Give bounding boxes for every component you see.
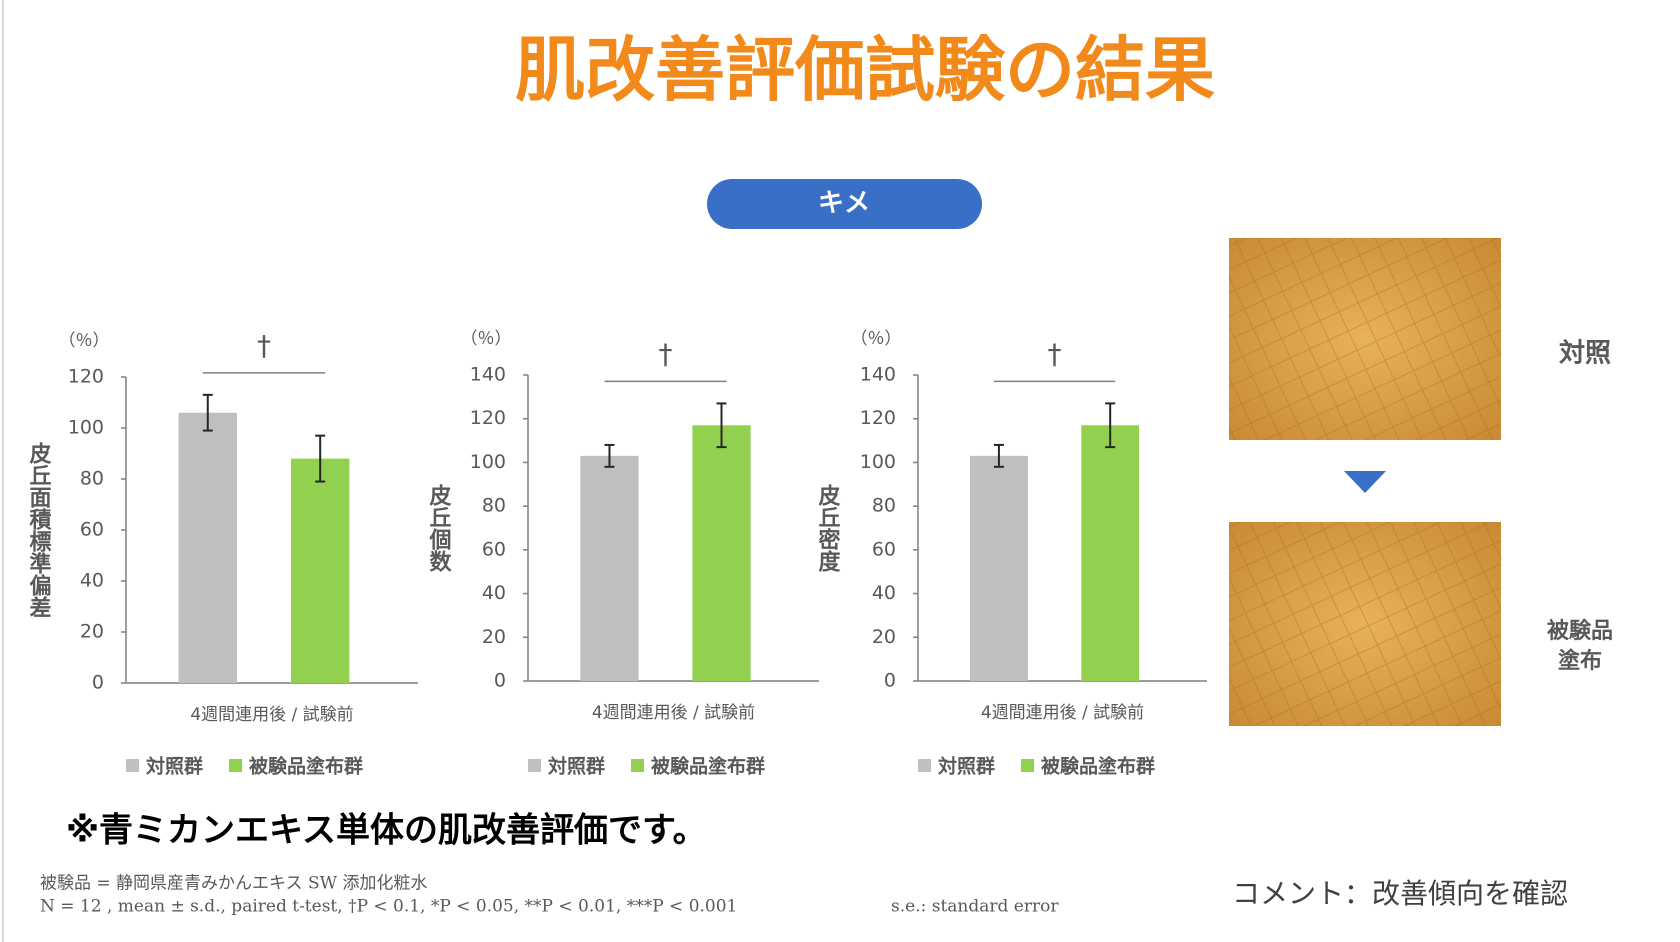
legend-label: 被験品塗布群 [1041,755,1155,778]
image-label: 被験品 [1547,619,1613,644]
y-tick-label: 40 [80,570,104,592]
bar [178,412,237,683]
legend-label: 対照群 [145,755,203,778]
y-tick-label: 80 [482,495,506,517]
slide-title: 肌改善評価試験の結果 [515,29,1215,111]
y-tick-label: 20 [80,621,104,643]
legend-swatch [1021,759,1035,772]
footnote: N = 12 , mean ± s.d., paired t-test, †P … [40,897,737,917]
legend-swatch [229,759,243,772]
y-tick-label: 140 [470,364,506,386]
bar [970,455,1028,681]
y-tick-label: 40 [872,582,896,604]
y-unit: （％） [59,331,110,351]
image-label: 対照 [1559,339,1611,369]
arrow [1344,471,1386,493]
comment: コメント：改善傾向を確認 [1232,877,1568,910]
y-tick-label: 0 [92,672,104,694]
footnote: s.e.: standard error [891,897,1059,917]
bar [580,455,639,681]
x-tick-label: 4週間連用後 / 試験前 [981,703,1144,723]
y-tick-label: 140 [860,364,896,386]
y-unit: （％） [851,329,902,349]
y-tick-label: 120 [860,407,896,429]
image-label: 塗布 [1558,648,1602,674]
y-tick-label: 20 [872,626,896,648]
bar [1081,425,1140,681]
skin-texture [1229,238,1501,440]
y-tick-label: 80 [80,468,104,490]
legend-swatch [631,759,645,772]
y-tick-label: 120 [470,407,506,429]
bar [692,425,751,681]
footnote: 被験品 = 静岡県産青みかんエキス SW 添加化粧水 [40,874,427,894]
y-tick-label: 20 [482,626,506,648]
y-axis-label: 皮丘密度 [815,483,841,573]
legend-label: 対照群 [547,755,605,778]
section-pill [707,179,982,229]
y-tick-label: 0 [884,670,896,692]
significance-mark: † [257,329,271,362]
x-tick-label: 4週間連用後 / 試験前 [592,703,755,723]
y-tick-label: 40 [482,582,506,604]
y-axis-label: 皮丘面積標準偏差 [26,441,52,618]
x-tick-label: 4週間連用後 / 試験前 [190,705,353,725]
legend-swatch [126,759,139,772]
significance-mark: † [1048,337,1062,370]
skin-texture [1229,522,1501,726]
legend-label: 被験品塗布群 [651,755,765,778]
y-tick-label: 120 [68,366,104,388]
y-tick-label: 100 [470,451,506,473]
y-tick-label: 100 [68,417,104,439]
legend-swatch [918,759,931,772]
legend-swatch [528,759,541,772]
y-tick-label: 80 [872,495,896,517]
bar [290,458,350,683]
y-tick-label: 60 [482,538,506,560]
y-tick-label: 0 [494,670,506,692]
y-unit: （％） [461,329,512,349]
y-tick-label: 60 [872,538,896,560]
significance-mark: † [658,337,672,370]
legend-label: 被験品塗布群 [249,755,363,778]
y-tick-label: 100 [860,451,896,473]
legend-label: 対照群 [937,755,995,778]
y-tick-label: 60 [80,519,104,541]
y-axis-label: 皮丘個数 [426,483,453,573]
note: ※青ミカンエキス単体の肌改善評価です。 [66,811,707,851]
section-label: キメ [818,189,870,219]
